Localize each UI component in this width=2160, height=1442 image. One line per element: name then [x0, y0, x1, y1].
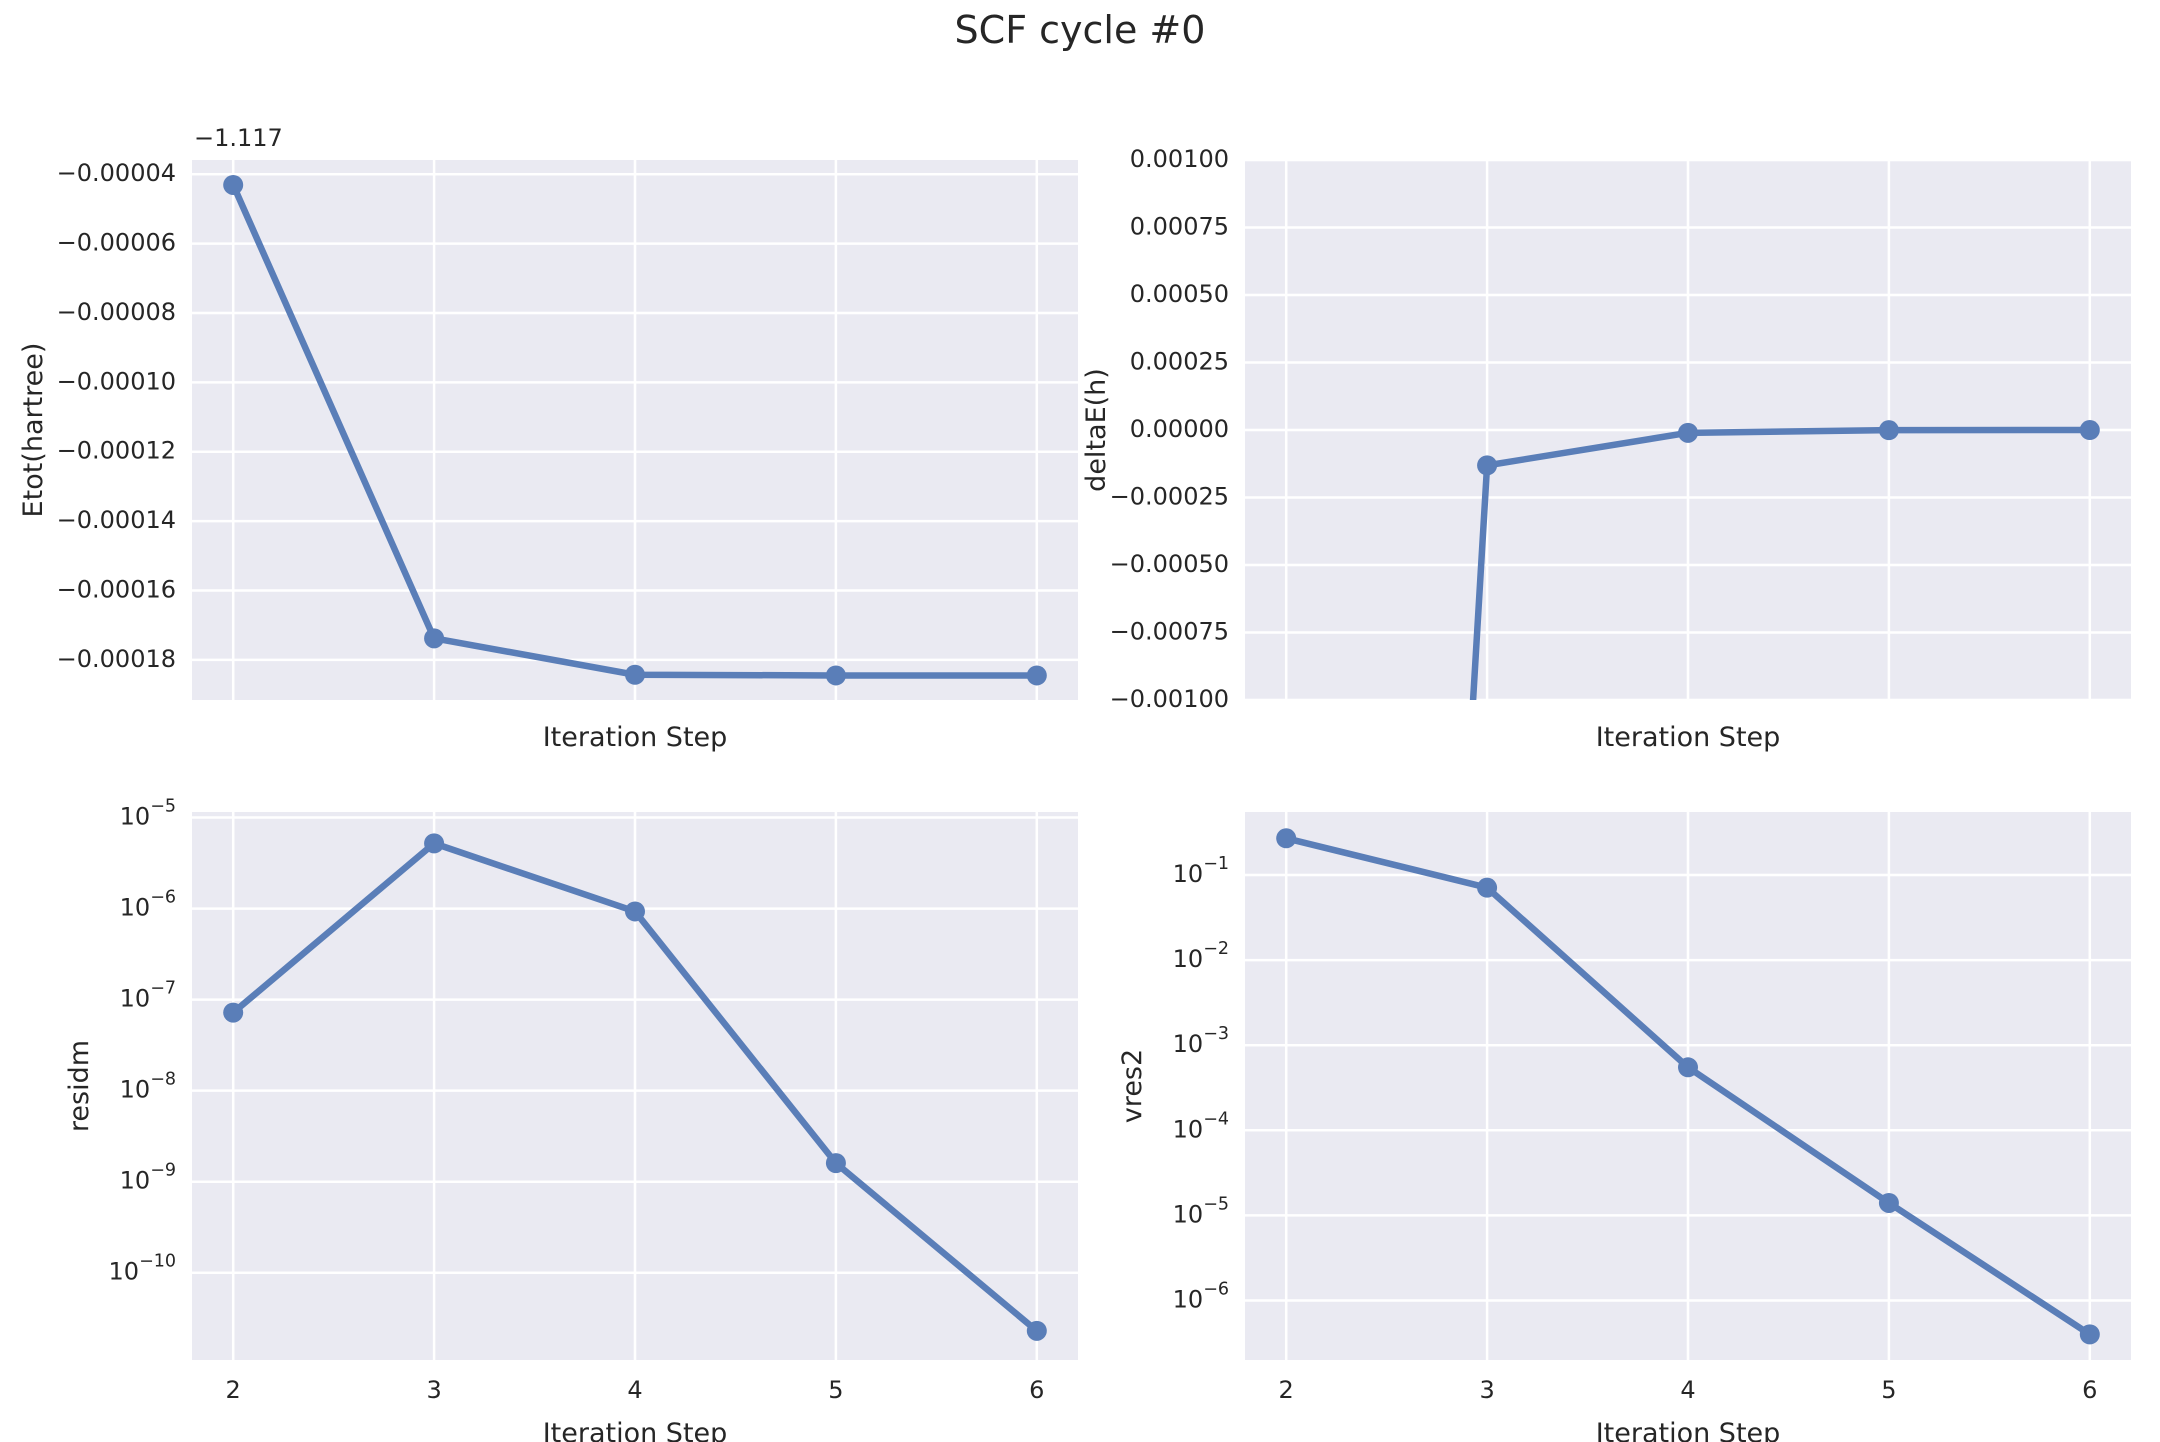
y-tick-label: −0.00018	[57, 645, 176, 673]
data-point	[2079, 1324, 2100, 1345]
y-tick-label: 10−3	[1173, 1024, 1229, 1058]
gridlines	[1245, 812, 2131, 1360]
plot-deltaE: 0.00100 0.00075 0.00050 0.00025 0.00000 −0.00…	[1081, 145, 2131, 753]
x-axis-label: Iteration Step	[543, 722, 728, 753]
data-point	[424, 628, 445, 649]
data-point	[625, 664, 645, 685]
x-tick-label: 6	[1029, 1376, 1044, 1404]
y-axis-label: residm	[64, 1040, 95, 1132]
y-tick-label: 10−4	[1173, 1109, 1229, 1143]
y-tick-label: 10−5	[120, 797, 176, 831]
data-point	[1276, 828, 1297, 849]
data-point	[1878, 1192, 1899, 1213]
axis-offset-text: −1.117	[194, 124, 283, 152]
y-tick-label: 10−2	[1173, 939, 1229, 973]
data-point	[2079, 420, 2100, 441]
y-tick-label: 10−7	[120, 979, 176, 1013]
data-point	[625, 901, 645, 922]
y-tick-label: 0.00000	[1130, 415, 1229, 443]
data-point	[1026, 665, 1047, 686]
plot-vres2: 10−1 10−2 10−3 10−4 10−5 10−6 2 3 4 5 6 Iteration S…	[1117, 812, 2131, 1442]
y-tick-label: 0.00025	[1130, 348, 1229, 376]
figure-title: SCF cycle #0	[954, 8, 1206, 52]
y-tick-label: 10−9	[120, 1161, 176, 1195]
gridlines	[192, 812, 1078, 1360]
y-tick-label: 10−6	[1173, 1280, 1229, 1314]
y-tick-label: 0.00050	[1130, 280, 1229, 308]
x-axis-label: Iteration Step	[543, 1418, 728, 1442]
y-tick-label: 10−10	[109, 1252, 176, 1286]
y-axis-label: Etot(hartree)	[18, 343, 49, 518]
data-point	[825, 1153, 846, 1174]
data-series	[223, 833, 1047, 1341]
x-tick-label: 3	[1479, 1376, 1494, 1404]
x-tick-label: 5	[1881, 1376, 1896, 1404]
data-point	[1026, 1320, 1047, 1341]
y-tick-label: 10−1	[1173, 854, 1229, 888]
y-tick-label: −0.00050	[1110, 550, 1229, 578]
data-point	[1477, 455, 1498, 476]
data-point	[223, 174, 244, 195]
y-tick-label: 0.00100	[1130, 145, 1229, 173]
x-tick-label: 6	[2082, 1376, 2097, 1404]
data-point	[1678, 422, 1698, 443]
data-series	[1276, 828, 2100, 1345]
y-tick-label: −0.00008	[57, 298, 176, 326]
y-tick-label: 10−5	[1173, 1194, 1229, 1228]
y-tick-label: −0.00025	[1110, 483, 1229, 511]
y-tick-label: −0.00006	[57, 229, 176, 257]
plot-residm: 10−5 10−6 10−7 10−8 10−9 10−10 2 3 4 5 6 Iteration …	[64, 797, 1078, 1442]
data-series	[223, 174, 1047, 686]
y-tick-label: 10−8	[120, 1070, 176, 1104]
x-tick-label: 2	[1279, 1376, 1294, 1404]
plot-etot: −0.00004 −0.00006 −0.00008 −0.00010 −0.00012…	[18, 124, 1078, 753]
y-tick-label: −0.00012	[57, 437, 176, 465]
y-tick-label: −0.00016	[57, 575, 176, 603]
y-tick-label: 0.00075	[1130, 213, 1229, 241]
data-series	[1469, 420, 2100, 700]
data-point	[825, 665, 846, 686]
x-tick-label: 2	[226, 1376, 241, 1404]
y-tick-label: 10−6	[120, 888, 176, 922]
x-tick-label: 4	[627, 1376, 642, 1404]
data-point	[424, 833, 445, 854]
data-point	[223, 1002, 244, 1023]
y-tick-label: −0.00100	[1110, 685, 1229, 713]
y-axis-label: deltaE(h)	[1081, 368, 1112, 492]
y-tick-label: −0.00010	[57, 367, 176, 395]
y-tick-label: −0.00014	[57, 506, 176, 534]
data-point	[1678, 1057, 1698, 1078]
data-point	[1878, 420, 1899, 441]
x-axis-label: Iteration Step	[1596, 722, 1781, 753]
x-tick-label: 4	[1680, 1376, 1695, 1404]
x-axis-label: Iteration Step	[1596, 1418, 1781, 1442]
y-tick-label: −0.00075	[1110, 618, 1229, 646]
data-point	[1477, 877, 1498, 898]
y-tick-label: −0.00004	[57, 159, 176, 187]
gridlines	[192, 160, 1078, 700]
x-tick-label: 5	[828, 1376, 843, 1404]
x-tick-label: 3	[426, 1376, 441, 1404]
y-axis-label: vres2	[1117, 1049, 1148, 1123]
